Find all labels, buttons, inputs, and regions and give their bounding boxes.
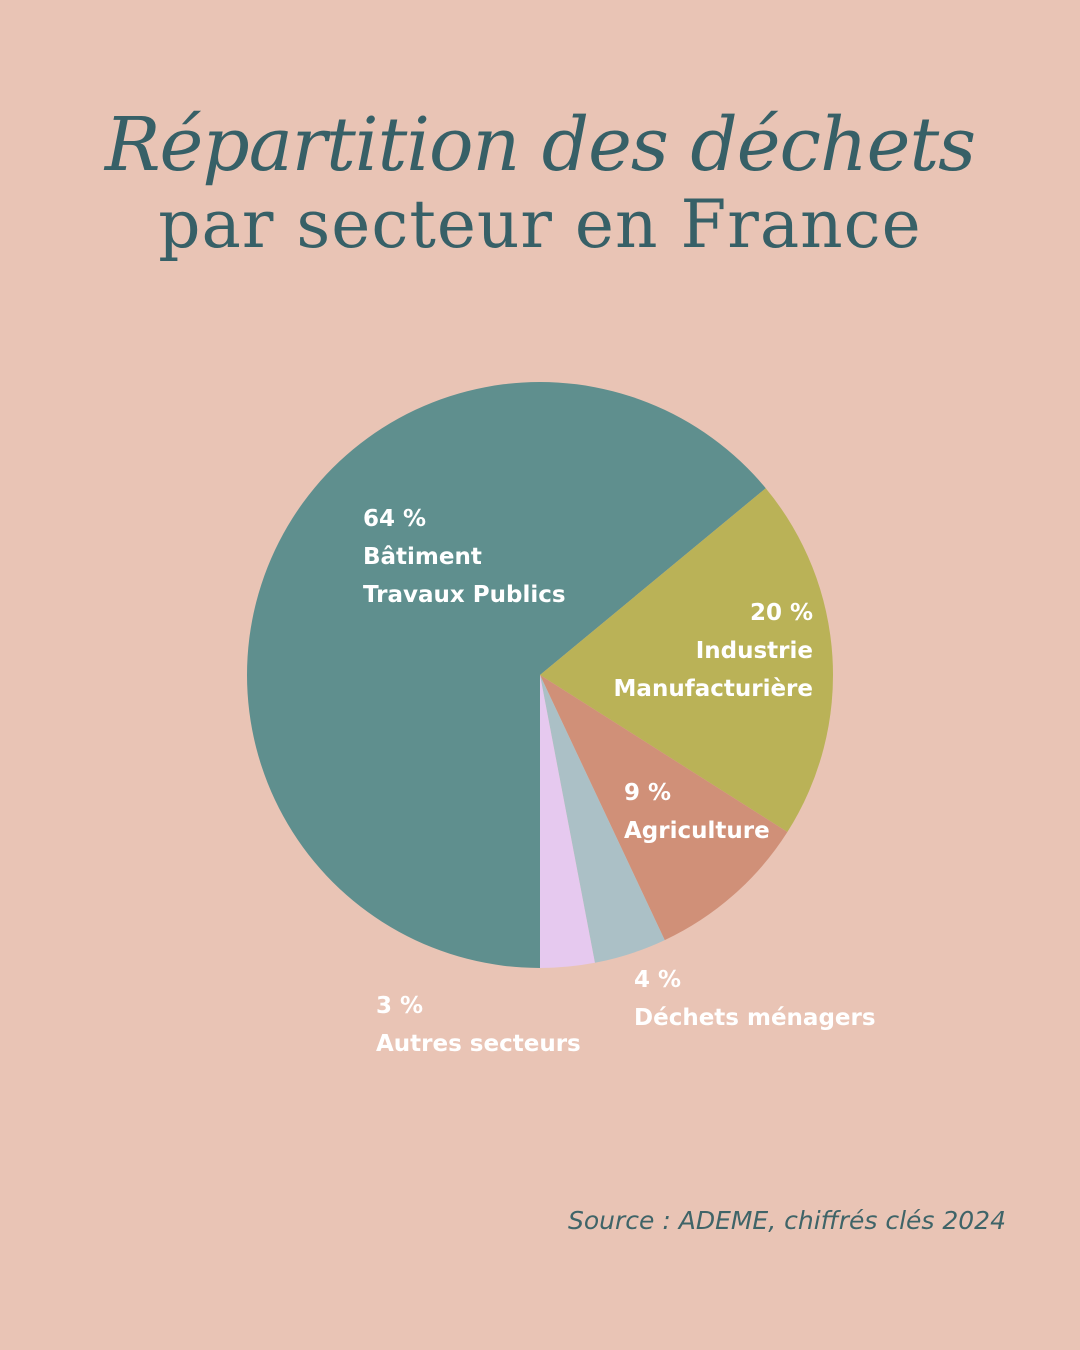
slice-autres-secteurs (540, 675, 595, 968)
slice-batiment-value-label: 64 % (363, 506, 426, 532)
slice-autres-secteurs-value-label: 3 % (376, 993, 423, 1019)
chart-title-line1: Répartition des déchets (104, 102, 976, 188)
slice-industrie-category-label: Manufacturière (614, 676, 813, 702)
slice-industrie-category-label: Industrie (696, 638, 813, 664)
slice-dechets-menagers-category-label: Déchets ménagers (634, 1005, 876, 1031)
chart-title-line2: par secteur en France (158, 186, 922, 263)
source-note: Source : ADEME, chiffrés clés 2024 (567, 1206, 1006, 1235)
slice-batiment-category-label: Bâtiment (363, 544, 482, 570)
slice-autres-secteurs-category-label: Autres secteurs (376, 1031, 581, 1057)
slice-dechets-menagers-value-label: 4 % (634, 967, 681, 993)
slice-dechets-menagers (540, 675, 665, 963)
slice-batiment-category-label: Travaux Publics (363, 582, 566, 608)
pie-slices (247, 381, 834, 968)
slice-industrie-value-label: 20 % (750, 600, 813, 626)
pie-labels: 64 % Bâtiment Travaux Publics 20 % Industrie… (363, 506, 876, 1057)
slice-industrie (540, 488, 834, 832)
slice-agriculture (540, 675, 788, 941)
slice-agriculture-value-label: 9 % (624, 780, 671, 806)
slice-agriculture-category-label: Agriculture (624, 818, 770, 844)
slice-batiment (247, 381, 766, 968)
